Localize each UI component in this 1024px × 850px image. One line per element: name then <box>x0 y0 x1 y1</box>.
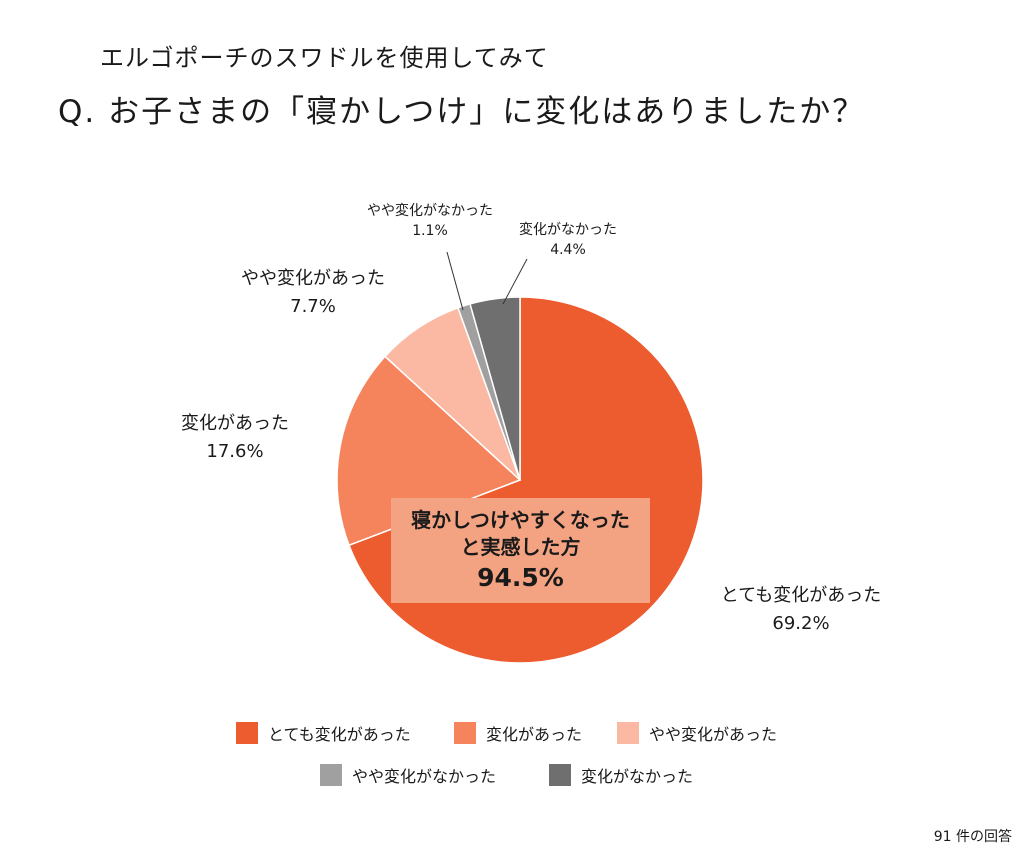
slice-changed <box>336 355 522 547</box>
chart-subtitle: エルゴポーチのスワドルを使用してみて <box>100 44 549 72</box>
legend-label: やや変化がなかった <box>352 767 497 786</box>
slice-label-very-changed: とても変化があった 69.2% <box>720 585 882 634</box>
chart-title: Q. お子さまの「寝かしつけ」に変化はありましたか？ <box>58 94 866 130</box>
legend-swatch <box>617 722 639 744</box>
legend-swatch <box>236 722 258 744</box>
slice-unchanged <box>469 296 521 481</box>
leader-line-unchanged <box>502 258 528 305</box>
slice-label-slightly-unchanged: やや変化がなかった 1.1% <box>367 203 493 239</box>
legend-item: 変化があった <box>454 721 582 745</box>
callout-value: 94.5% <box>477 563 564 592</box>
callout-line-1: 寝かしつけやすくなった <box>411 508 630 532</box>
legend-label: 変化がなかった <box>581 767 694 786</box>
slice-label-changed: 変化があった 17.6% <box>181 413 289 462</box>
legend-swatch <box>320 764 342 786</box>
legend-item: やや変化がなかった <box>320 763 496 787</box>
slice-label-slightly-changed: やや変化があった 7.7% <box>241 268 385 317</box>
response-count: 91 件の回答 <box>933 829 1012 845</box>
slice-label-unchanged: 変化がなかった 4.4% <box>519 222 617 258</box>
legend-label: やや変化があった <box>649 725 778 744</box>
legend-label: とても変化があった <box>268 725 411 744</box>
legend-label: 変化があった <box>486 725 583 744</box>
summary-callout: 寝かしつけやすくなった と実感した方 94.5% <box>391 498 650 603</box>
legend-swatch <box>549 764 571 786</box>
legend-item: とても変化があった <box>236 721 411 745</box>
legend-item: 変化がなかった <box>549 763 693 787</box>
legend-swatch <box>454 722 476 744</box>
callout-line-2: と実感した方 <box>460 535 581 559</box>
legend-item: やや変化があった <box>617 721 777 745</box>
leader-line-slightly-unchanged <box>446 251 464 311</box>
